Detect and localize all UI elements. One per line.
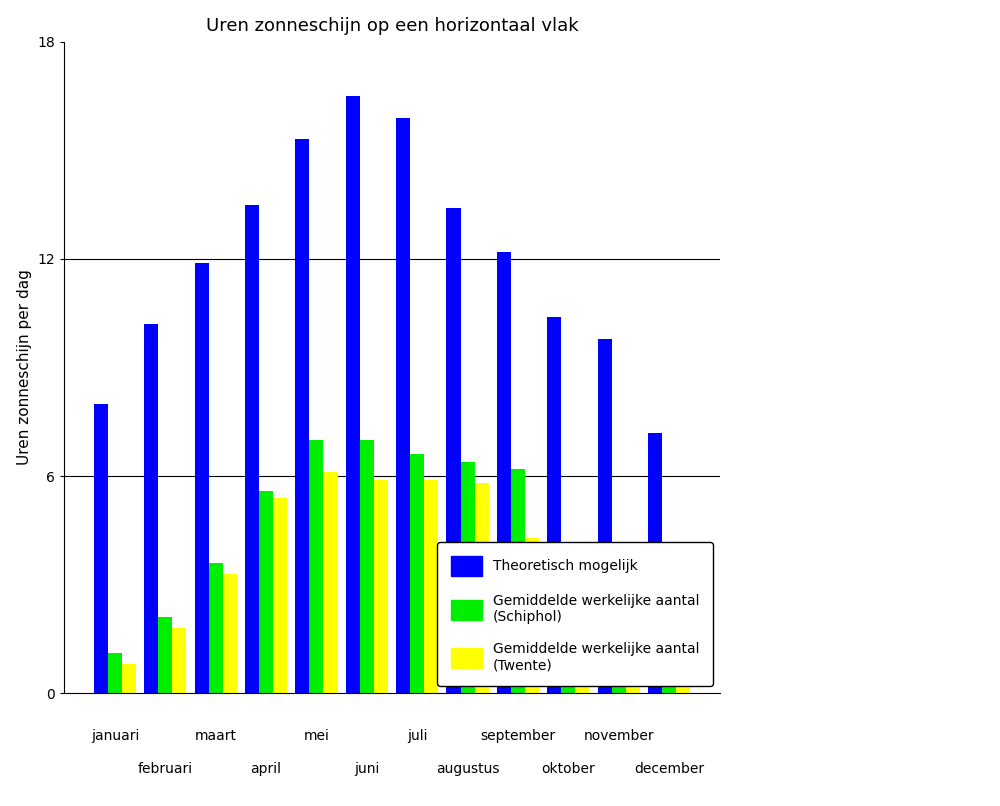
Text: april: april <box>251 762 282 775</box>
Text: september: september <box>480 729 555 743</box>
Bar <box>511 469 525 693</box>
Bar <box>547 317 561 693</box>
Bar <box>346 96 360 693</box>
Legend: Theoretisch mogelijk, Gemiddelde werkelijke aantal
(Schiphol), Gemiddelde werkel: Theoretisch mogelijk, Gemiddelde werkeli… <box>437 542 713 686</box>
Text: oktober: oktober <box>541 762 595 775</box>
Bar <box>360 440 374 693</box>
Bar <box>245 205 259 693</box>
Title: Uren zonneschijn op een horizontaal vlak: Uren zonneschijn op een horizontaal vlak <box>206 17 578 35</box>
Text: juli: juli <box>407 729 427 743</box>
Bar <box>172 628 186 693</box>
Bar <box>676 664 690 693</box>
Bar <box>273 498 287 693</box>
Bar <box>626 639 640 693</box>
Bar <box>561 563 575 693</box>
Bar <box>497 251 511 693</box>
Bar <box>612 632 626 693</box>
Bar <box>295 139 309 693</box>
Bar <box>323 472 338 693</box>
Bar <box>195 263 209 693</box>
Text: januari: januari <box>91 729 139 743</box>
Bar <box>158 617 172 693</box>
Text: november: november <box>583 729 654 743</box>
Text: augustus: augustus <box>436 762 499 775</box>
Bar <box>94 404 108 693</box>
Text: mei: mei <box>304 729 329 743</box>
Bar <box>374 480 388 693</box>
Y-axis label: Uren zonneschijn per dag: Uren zonneschijn per dag <box>17 269 32 465</box>
Bar <box>108 654 122 693</box>
Text: december: december <box>634 762 704 775</box>
Text: juni: juni <box>354 762 380 775</box>
Bar <box>259 491 273 693</box>
Bar <box>475 484 489 693</box>
Bar <box>309 440 323 693</box>
Bar <box>598 339 612 693</box>
Text: februari: februari <box>138 762 193 775</box>
Bar <box>396 118 410 693</box>
Bar <box>648 433 662 693</box>
Bar <box>461 462 475 693</box>
Bar <box>223 574 237 693</box>
Text: maart: maart <box>195 729 237 743</box>
Bar <box>122 664 136 693</box>
Bar <box>446 208 461 693</box>
Bar <box>209 563 223 693</box>
Bar <box>410 455 424 693</box>
Bar <box>662 661 676 693</box>
Bar <box>575 567 589 693</box>
Bar <box>144 324 158 693</box>
Bar <box>424 480 438 693</box>
Bar <box>525 538 539 693</box>
